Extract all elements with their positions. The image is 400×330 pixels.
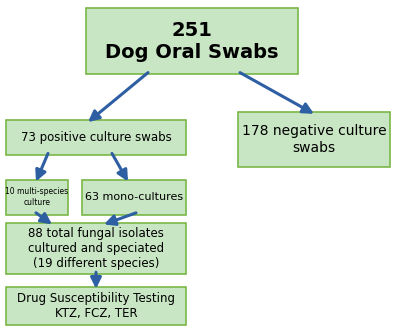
FancyBboxPatch shape bbox=[6, 287, 186, 325]
FancyBboxPatch shape bbox=[6, 223, 186, 274]
Text: 10 multi-species
culture: 10 multi-species culture bbox=[6, 187, 68, 207]
FancyBboxPatch shape bbox=[238, 112, 390, 167]
Text: 88 total fungal isolates
cultured and speciated
(19 different species): 88 total fungal isolates cultured and sp… bbox=[28, 227, 164, 270]
Text: Drug Susceptibility Testing
KTZ, FCZ, TER: Drug Susceptibility Testing KTZ, FCZ, TE… bbox=[17, 292, 175, 320]
Text: 251
Dog Oral Swabs: 251 Dog Oral Swabs bbox=[105, 21, 279, 62]
FancyBboxPatch shape bbox=[6, 180, 68, 214]
Text: 73 positive culture swabs: 73 positive culture swabs bbox=[21, 131, 171, 144]
FancyBboxPatch shape bbox=[82, 180, 186, 214]
FancyBboxPatch shape bbox=[6, 120, 186, 155]
FancyBboxPatch shape bbox=[86, 8, 298, 74]
Text: 178 negative culture
swabs: 178 negative culture swabs bbox=[242, 124, 386, 154]
Text: 63 mono-cultures: 63 mono-cultures bbox=[85, 192, 183, 202]
